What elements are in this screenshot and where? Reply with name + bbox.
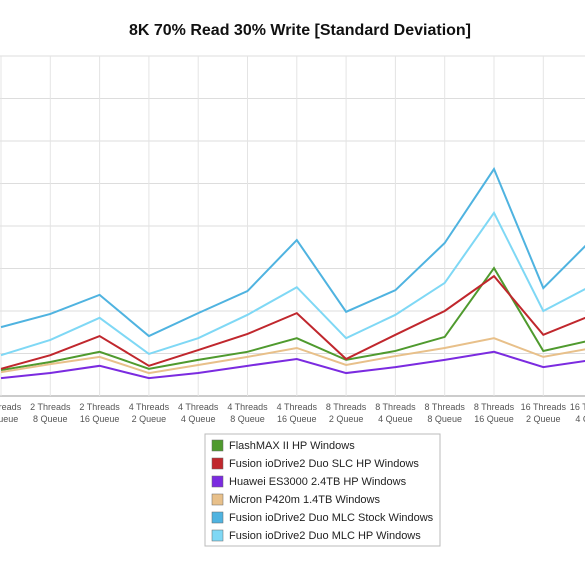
legend-swatch bbox=[211, 457, 224, 470]
legend-label: Micron P420m 1.4TB Windows bbox=[229, 494, 380, 506]
x-tick-label: 4 Threads bbox=[129, 402, 170, 412]
legend-swatch bbox=[211, 493, 224, 506]
legend-box bbox=[204, 433, 441, 547]
x-tick-label: 2 Queue bbox=[132, 414, 167, 424]
x-tick-label: 8 Threads bbox=[425, 402, 466, 412]
legend-swatch bbox=[211, 511, 224, 524]
x-tick-label: 4 Queue bbox=[575, 414, 585, 424]
x-tick-label: 4 Threads bbox=[227, 402, 268, 412]
x-tick-label: 4 Threads bbox=[277, 402, 318, 412]
series-line bbox=[0, 266, 585, 372]
x-tick-label: 8 Queue bbox=[427, 414, 462, 424]
series-line bbox=[0, 350, 585, 380]
x-tick-label: 8 Threads bbox=[474, 402, 515, 412]
x-tick-label: 8 Threads bbox=[375, 402, 416, 412]
series-line bbox=[0, 210, 585, 357]
x-tick-label: 4 Queue bbox=[0, 414, 18, 424]
x-tick-label: 16 Queue bbox=[80, 414, 120, 424]
legend-label: Fusion ioDrive2 Duo SLC HP Windows bbox=[229, 458, 419, 470]
legend-label: Fusion ioDrive2 Duo MLC Stock Windows bbox=[229, 512, 434, 524]
x-tick-label: 16 Queue bbox=[474, 414, 514, 424]
x-tick-label: 2 Threads bbox=[79, 402, 120, 412]
legend-swatch bbox=[211, 439, 224, 452]
legend-swatch bbox=[211, 529, 224, 542]
series-line bbox=[0, 166, 585, 338]
x-tick-label: 2 Queue bbox=[329, 414, 364, 424]
chart-title: 8K 70% Read 30% Write [Standard Deviatio… bbox=[129, 22, 471, 39]
legend-label: Huawei ES3000 2.4TB HP Windows bbox=[229, 476, 407, 488]
legend-label: Fusion ioDrive2 Duo MLC HP Windows bbox=[229, 530, 421, 542]
x-tick-label: 2 Threads bbox=[30, 402, 71, 412]
x-tick-label: 2 Threads bbox=[0, 402, 22, 412]
x-tick-label: 8 Queue bbox=[230, 414, 265, 424]
x-tick-label: 8 Queue bbox=[33, 414, 68, 424]
series-line bbox=[0, 274, 585, 370]
x-tick-label: 8 Threads bbox=[326, 402, 367, 412]
x-tick-label: 4 Threads bbox=[178, 402, 219, 412]
x-tick-label: 16 Queue bbox=[277, 414, 317, 424]
x-tick-label: 16 Threads bbox=[570, 402, 585, 412]
x-tick-label: 2 Queue bbox=[526, 414, 561, 424]
series-line bbox=[0, 337, 585, 375]
x-tick-label: 4 Queue bbox=[181, 414, 216, 424]
x-tick-label: 16 Threads bbox=[521, 402, 567, 412]
legend-swatch bbox=[211, 475, 224, 488]
legend-label: FlashMAX II HP Windows bbox=[229, 440, 355, 452]
x-tick-label: 4 Queue bbox=[378, 414, 413, 424]
